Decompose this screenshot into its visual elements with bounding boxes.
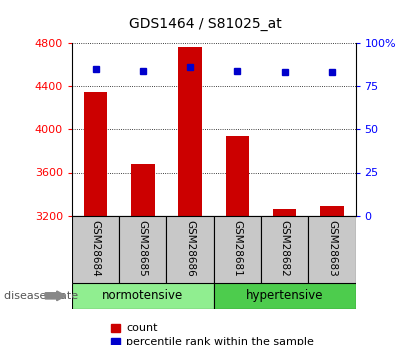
Bar [261, 216, 308, 283]
Bar [131, 164, 155, 216]
Bar [226, 136, 249, 216]
Text: GSM28681: GSM28681 [232, 219, 242, 276]
Text: GSM28685: GSM28685 [138, 219, 148, 276]
Bar [214, 283, 356, 309]
Text: percentile rank within the sample: percentile rank within the sample [126, 337, 314, 345]
Text: count: count [126, 323, 158, 333]
Bar [119, 216, 166, 283]
Text: hypertensive: hypertensive [246, 289, 323, 302]
Text: GSM28684: GSM28684 [90, 219, 101, 276]
Text: GSM28682: GSM28682 [279, 219, 290, 276]
Text: normotensive: normotensive [102, 289, 183, 302]
Bar [178, 47, 202, 216]
Bar [308, 216, 356, 283]
Bar [320, 206, 344, 216]
Bar [72, 216, 119, 283]
Text: disease state: disease state [4, 291, 78, 301]
Bar [214, 216, 261, 283]
Bar [84, 92, 107, 216]
Text: GSM28683: GSM28683 [327, 219, 337, 276]
Text: GSM28686: GSM28686 [185, 219, 195, 276]
Bar [72, 283, 214, 309]
Bar [166, 216, 214, 283]
Text: GDS1464 / S81025_at: GDS1464 / S81025_at [129, 17, 282, 31]
Bar [273, 209, 296, 216]
